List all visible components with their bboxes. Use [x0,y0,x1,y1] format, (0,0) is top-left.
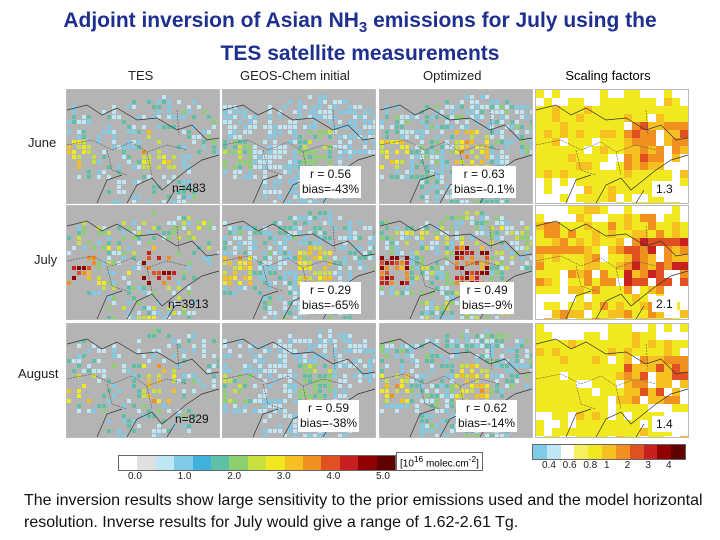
colorbar-segment [174,456,193,470]
colorbar-segment [546,445,561,459]
colorbar-scaling [532,444,686,460]
colorbar-segment [615,445,630,459]
colorbar-tick-label: 0.6 [562,460,577,471]
column-header-scaling: Scaling factors [533,68,683,83]
scaling-august: 1.4 [652,416,677,432]
colorbar-tick-label: 0.4 [542,460,556,471]
colorbar-tick-label: 3 [645,460,651,471]
colorbar-tick-label: 2.0 [227,471,242,482]
column-header-optimized: Optimized [423,68,482,83]
count-july: n=3913 [168,297,209,311]
opt-stats-june: r = 0.63 bias=-0.1% [452,166,517,198]
map-tes-june [66,89,220,204]
colorbar-segment [119,456,138,470]
row-label-june: June [28,135,57,150]
map-tes-august [66,323,220,438]
colorbar-tick-label: 5.0 [376,471,390,482]
colorbar-segment [155,456,175,470]
colorbar-segment [588,445,603,459]
scaling-july: 2.1 [652,296,677,312]
colorbar-segment [247,456,267,470]
opt-stats-july: r = 0.49 bias=-9% [460,282,515,314]
count-june: n=483 [172,181,206,195]
colorbar-segment [574,445,589,459]
colorbar-segment [643,445,658,459]
map-scaling-july [535,205,689,320]
colorbar-segment [602,445,616,459]
colorbar-segment [629,445,644,459]
colorbar-segment [284,456,304,470]
colorbar-segment [376,456,396,470]
row-label-july: July [34,252,58,267]
map-scaling-august [535,323,689,438]
colorbar-tick-label: 1.0 [177,471,192,482]
colorbar-segment [560,445,575,459]
colorbar-segment [229,456,248,470]
colorbar-segment [303,456,322,470]
count-august: n=829 [175,412,209,426]
colorbar-segment [321,456,340,470]
row-label-august: August [18,366,59,381]
colorbar-segment [266,456,285,470]
initial-stats-june: r = 0.56 bias=-43% [300,166,362,198]
colorbar-segment [533,445,547,459]
initial-stats-august: r = 0.59 bias=-38% [298,400,360,432]
colorbar-unit: [1016 molec.cm-2] [396,452,483,472]
colorbar-segment [211,456,230,470]
colorbar-segment [339,456,359,470]
colorbar-segment [358,456,377,470]
colorbar-tick-label: 3.0 [276,471,291,482]
colorbar-tick-label: 0.8 [583,460,598,471]
colorbar-segment [192,456,212,470]
colorbar-tick-label: 4 [666,460,672,471]
colorbar-concentration [118,455,396,471]
colorbar-tick-label: 2 [624,460,631,471]
column-header-tes: TES [128,68,154,83]
column-header-initial: GEOS-Chem initial [240,68,350,83]
colorbar-segment [657,445,672,459]
opt-stats-august: r = 0.62 bias=-14% [456,400,518,432]
initial-stats-july: r = 0.29 bias=-65% [300,282,362,314]
colorbar-tick-label: 1 [604,460,610,471]
colorbar-segment [137,456,156,470]
colorbar-segment [671,445,685,459]
caption: The inversion results show large sensiti… [24,492,703,531]
scaling-june: 1.3 [652,181,677,197]
colorbar-tick-label: 4.0 [326,471,341,482]
colorbar-tick-label: 0.0 [128,471,142,482]
map-tes-july [66,205,220,320]
page-title: Adjoint inversion of Asian NH3 emissions… [63,9,657,66]
